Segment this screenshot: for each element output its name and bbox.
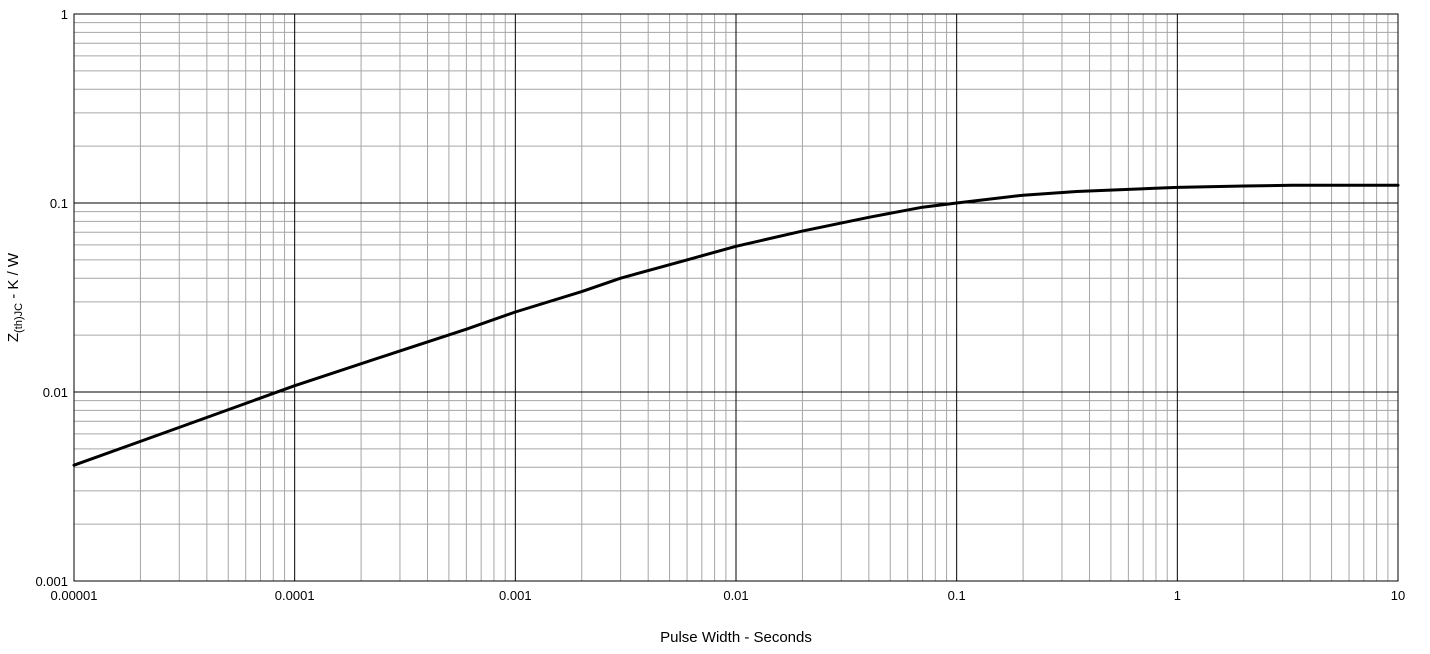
major-gridlines	[74, 14, 1398, 581]
y-tick-label: 0.1	[50, 196, 68, 211]
x-tick-label: 0.0001	[275, 588, 315, 603]
x-tick-label: 0.01	[723, 588, 748, 603]
y-axis-title: Z(th)JC - K / W	[5, 252, 25, 342]
y-tick-label: 1	[61, 7, 68, 22]
x-tick-label: 10	[1391, 588, 1405, 603]
x-tick-label: 0.001	[499, 588, 532, 603]
y-axis-title-prefix: Z	[5, 333, 22, 342]
x-tick-label: 1	[1174, 588, 1181, 603]
y-axis-title-suffix: - K / W	[5, 252, 22, 303]
x-tick-label: 0.00001	[51, 588, 98, 603]
x-tick-label: 0.1	[948, 588, 966, 603]
y-tick-label: 0.001	[35, 574, 68, 589]
y-tick-label: 0.01	[43, 385, 68, 400]
y-tick-labels: 0.001 0.01 0.1 1	[35, 7, 68, 589]
x-axis-title: Pulse Width - Seconds	[660, 629, 812, 646]
y-axis-title-subscript: (th)JC	[13, 303, 25, 333]
x-tick-labels: 0.00001 0.0001 0.001 0.01 0.1 1 10	[51, 588, 1406, 603]
